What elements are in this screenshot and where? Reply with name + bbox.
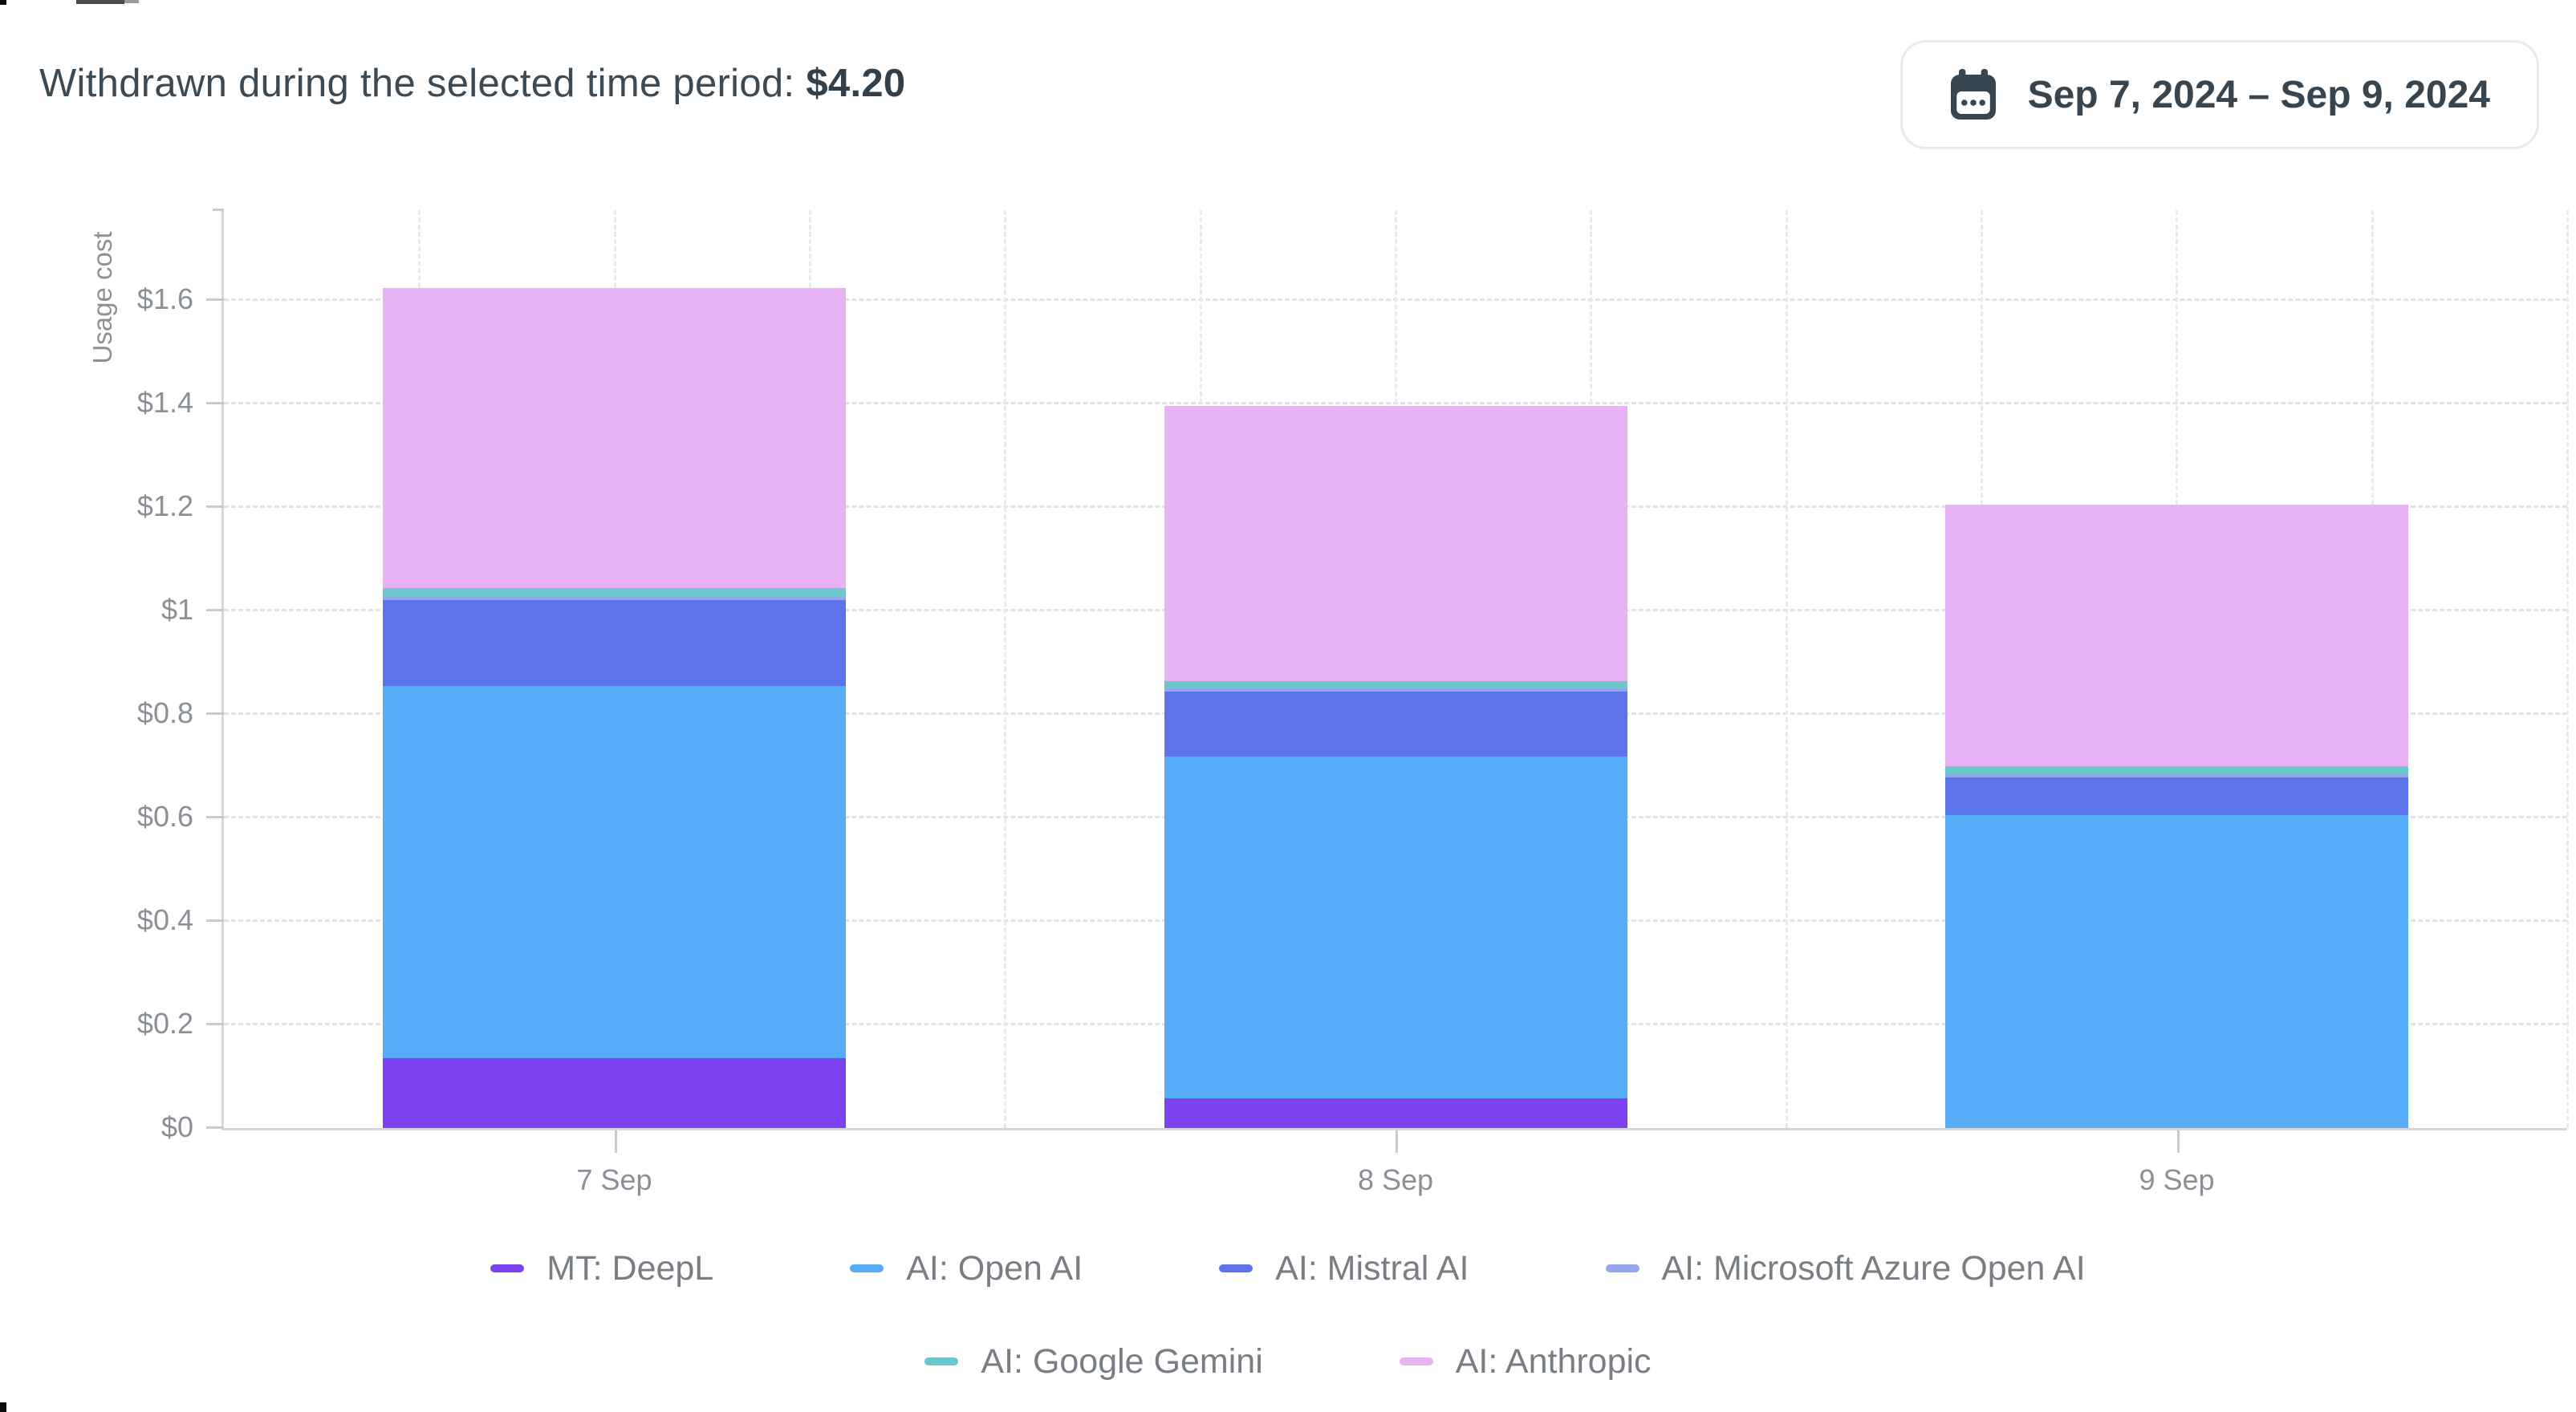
- y-tick-label: $1.4: [136, 386, 193, 419]
- bar-segment-ai-anthropic[interactable]: [383, 287, 846, 588]
- legend-label: AI: Mistral AI: [1275, 1249, 1469, 1288]
- bar-segment-mt-deepl[interactable]: [1164, 1098, 1627, 1128]
- y-axis-tick: [206, 505, 224, 508]
- y-tick-label: $0: [160, 1110, 193, 1143]
- bar-segment-ai-microsoft-azure-open-ai[interactable]: [1945, 773, 2408, 778]
- bar-segment-ai-mistral-ai[interactable]: [1945, 777, 2408, 815]
- date-range-button[interactable]: Sep 7, 2024 – Sep 9, 2024: [1899, 40, 2539, 149]
- x-axis-tick: [2176, 1130, 2180, 1153]
- screenshot-artifact: [0, 1402, 6, 1412]
- bar-segment-ai-anthropic[interactable]: [1164, 406, 1627, 682]
- x-tick-label: 9 Sep: [2139, 1163, 2215, 1196]
- x-tick-label: 8 Sep: [1357, 1163, 1434, 1196]
- legend-label: AI: Anthropic: [1455, 1342, 1652, 1381]
- y-tick-label: $0.6: [136, 800, 193, 833]
- y-tick-label: $0.4: [136, 903, 193, 936]
- bar-segment-ai-open-ai[interactable]: [1945, 814, 2408, 1128]
- withdrawn-value: $4.20: [806, 62, 906, 105]
- legend-label: MT: DeepL: [546, 1249, 714, 1288]
- y-axis-tick: [206, 1023, 224, 1025]
- y-tick-label: $1.2: [136, 489, 193, 522]
- legend-item-mt-deepl[interactable]: MT: DeepL: [490, 1245, 713, 1292]
- legend-label: AI: Microsoft Azure Open AI: [1661, 1249, 2086, 1288]
- legend-label: AI: Open AI: [906, 1249, 1083, 1288]
- legend-marker-mt-deepl: [490, 1264, 525, 1272]
- y-axis-tick: [206, 1126, 224, 1129]
- y-axis-tick: [206, 609, 224, 611]
- chart-legend: MT: DeepL AI: Open AI AI: Mistral AI AI: Mi…: [0, 1245, 2576, 1385]
- bar-segment-ai-google-gemini[interactable]: [383, 587, 846, 596]
- bar-segment-ai-google-gemini[interactable]: [1164, 681, 1627, 689]
- stacked-bar-8-sep: [1164, 406, 1627, 1128]
- bar-segment-ai-open-ai[interactable]: [1164, 756, 1627, 1098]
- withdrawn-summary: Withdrawn during the selected time perio…: [39, 61, 905, 106]
- gridline-vertical: [1004, 210, 1007, 1128]
- y-tick-label: $1: [160, 593, 193, 626]
- gridline-vertical: [2566, 210, 2569, 1128]
- usage-cost-chart-plot-area: $0 $0.2 $0.4 $0.6 $0.8 $1 $1.2 $1.4 $1.6 7 Sep 8 S…: [137, 209, 2569, 1196]
- y-axis-tick: [206, 816, 224, 818]
- x-axis-tick: [1396, 1130, 1398, 1153]
- bar-segment-ai-mistral-ai[interactable]: [1164, 692, 1627, 757]
- date-range-label: Sep 7, 2024 – Sep 9, 2024: [2027, 73, 2490, 116]
- gridline-vertical: [1785, 210, 1788, 1128]
- x-axis-tick: [614, 1130, 617, 1153]
- y-tick-label: $0.8: [136, 696, 193, 729]
- legend-item-ai-microsoft-azure-open-ai[interactable]: AI: Microsoft Azure Open AI: [1605, 1245, 2086, 1292]
- screenshot-artifact: [0, 0, 6, 5]
- calendar-icon: [1949, 69, 1997, 120]
- legend-marker-ai-mistral-ai: [1219, 1264, 1253, 1272]
- legend-label: AI: Google Gemini: [981, 1342, 1263, 1381]
- y-axis-tick: [206, 402, 224, 404]
- stacked-bar-9-sep: [1945, 505, 2408, 1128]
- bar-segment-ai-anthropic[interactable]: [1945, 505, 2408, 767]
- bar-segment-ai-mistral-ai[interactable]: [383, 600, 846, 686]
- x-tick-label: 7 Sep: [576, 1163, 652, 1196]
- bar-segment-mt-deepl[interactable]: [383, 1057, 846, 1128]
- legend-marker-ai-google-gemini: [924, 1357, 959, 1365]
- bar-segment-ai-microsoft-azure-open-ai[interactable]: [1164, 688, 1627, 692]
- y-axis-title: Usage cost: [87, 231, 117, 364]
- y-axis-top-tick: [213, 209, 224, 211]
- legend-marker-ai-open-ai: [850, 1264, 884, 1272]
- y-axis-tick: [206, 298, 224, 301]
- stacked-bar-7-sep: [383, 287, 846, 1128]
- legend-item-ai-open-ai[interactable]: AI: Open AI: [850, 1245, 1083, 1292]
- y-tick-label: $1.6: [136, 282, 193, 315]
- y-tick-label: $0.2: [136, 1007, 193, 1040]
- bar-segment-ai-google-gemini[interactable]: [1945, 766, 2408, 774]
- withdrawn-label: Withdrawn during the selected time perio…: [39, 62, 795, 105]
- legend-item-ai-google-gemini[interactable]: AI: Google Gemini: [924, 1338, 1263, 1385]
- bar-segment-ai-open-ai[interactable]: [383, 685, 846, 1058]
- legend-row: MT: DeepL AI: Open AI AI: Mistral AI AI: Mi…: [490, 1245, 2086, 1292]
- bar-segment-ai-microsoft-azure-open-ai[interactable]: [383, 595, 846, 601]
- legend-marker-ai-anthropic: [1399, 1357, 1433, 1365]
- y-axis-tick: [206, 712, 224, 715]
- screenshot-artifact: [76, 0, 124, 4]
- legend-item-ai-mistral-ai[interactable]: AI: Mistral AI: [1219, 1245, 1469, 1292]
- legend-row: AI: Google Gemini AI: Anthropic: [924, 1338, 1652, 1385]
- legend-marker-ai-microsoft-azure-open-ai: [1605, 1264, 1639, 1272]
- screenshot-artifact: [124, 0, 139, 3]
- y-axis-tick: [206, 919, 224, 922]
- legend-item-ai-anthropic[interactable]: AI: Anthropic: [1399, 1338, 1652, 1385]
